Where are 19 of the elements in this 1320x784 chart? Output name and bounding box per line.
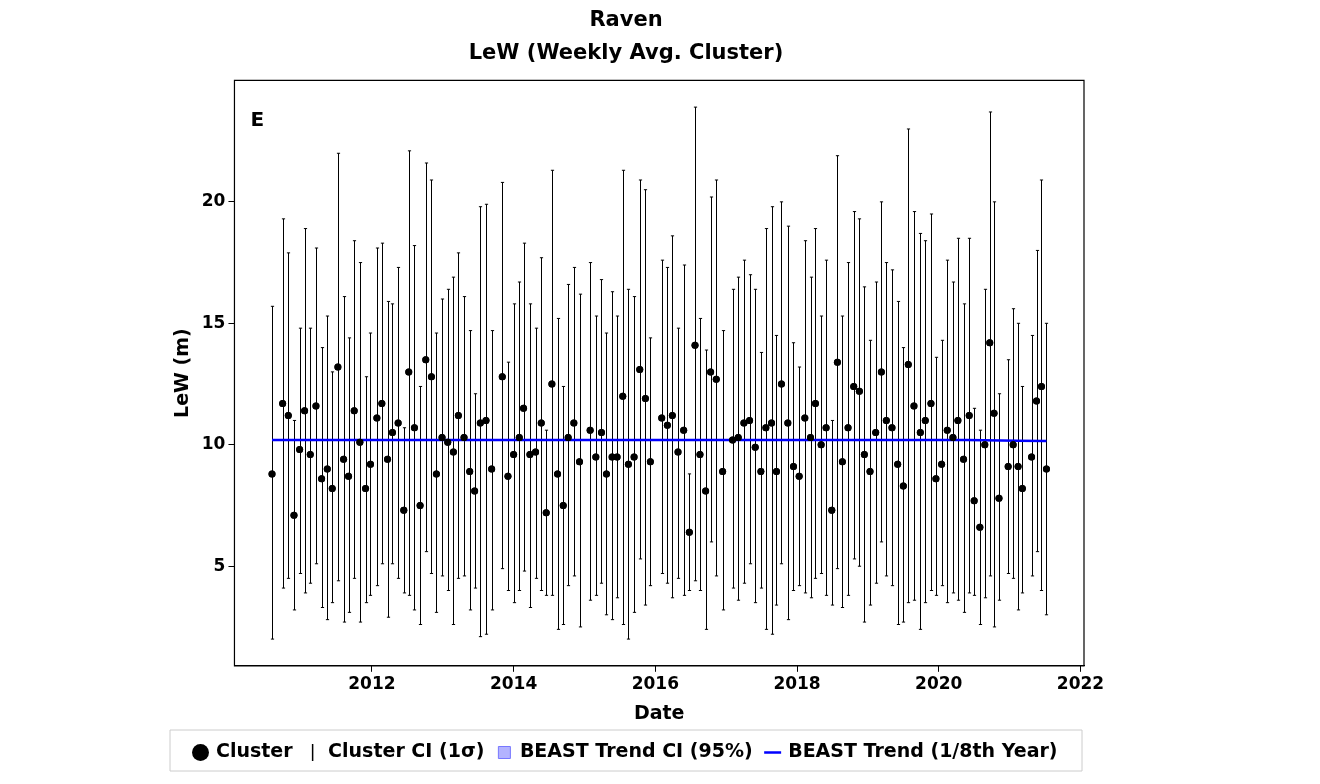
x-tick-label: 2016 (631, 673, 679, 694)
y-axis-title: LeW (m) (170, 328, 193, 418)
chart-subtitle: LeW (Weekly Avg. Cluster) (468, 40, 784, 65)
y-tick-label: 5 (213, 554, 226, 575)
legend-label: Cluster (215, 739, 294, 762)
x-tick-label: 2014 (489, 673, 538, 694)
x-tick-label: 2022 (1056, 673, 1105, 694)
legend-label: Cluster CI (1σ) (328, 739, 485, 762)
x-tick-label: 2012 (348, 673, 396, 694)
legend-label: BEAST Trend (1/8th Year) (788, 739, 1058, 762)
x-tick-label: 2020 (915, 673, 963, 694)
x-axis-title: Date (633, 700, 685, 723)
x-tick-label: 2018 (773, 673, 821, 694)
y-tick-label: 15 (201, 311, 226, 332)
y-tick-label: 20 (201, 190, 226, 211)
annotation: E (250, 106, 265, 131)
legend-label: BEAST Trend CI (95%) (519, 739, 753, 762)
chart-title: Raven (589, 7, 663, 32)
y-tick-label: 10 (201, 433, 226, 454)
